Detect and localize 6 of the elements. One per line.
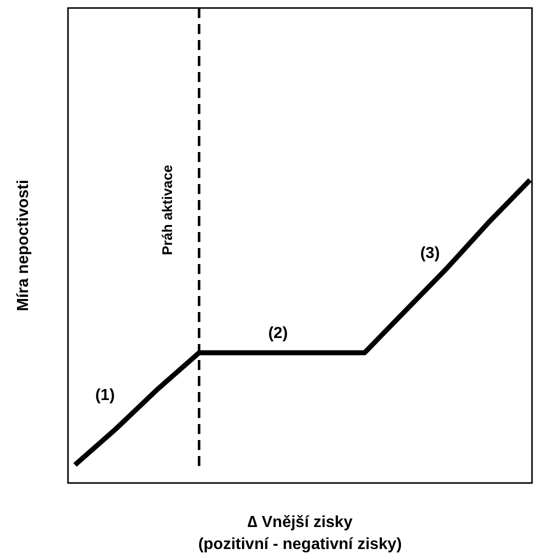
annotation: (1) — [95, 387, 115, 404]
annotation: Práh aktivace — [159, 164, 175, 256]
y-axis-title: Míra nepoctivosti — [15, 180, 32, 312]
annotation: (2) — [268, 325, 288, 342]
x-axis-title: ∆ Vnější zisky (pozitivní - negativní zisky) — [198, 514, 402, 553]
annotation: (3) — [420, 245, 440, 262]
